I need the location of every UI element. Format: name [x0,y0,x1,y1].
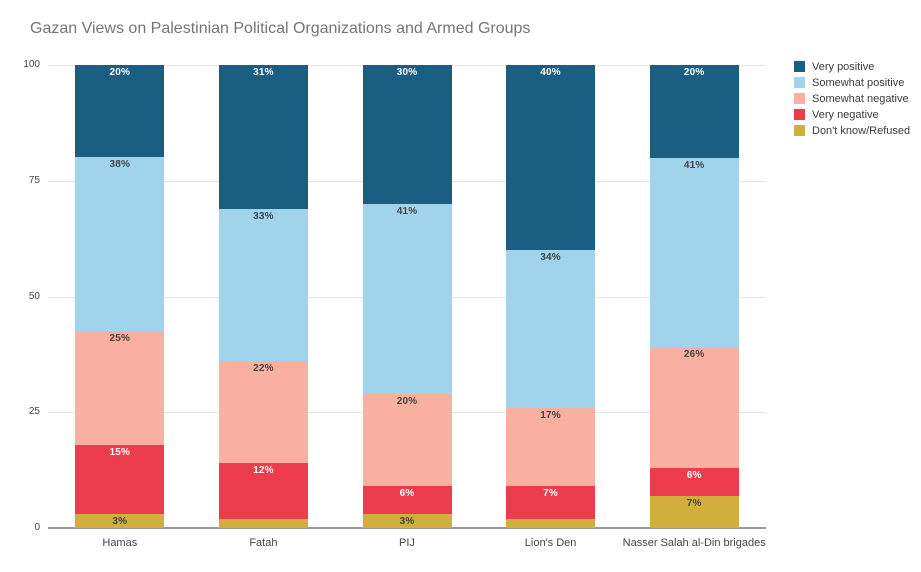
segment-data-label: 3% [112,516,128,528]
segment-data-label: 6% [686,469,702,481]
x-axis-category-label: Nasser Salah al-Din brigades [622,537,766,549]
y-tick-label: 25 [28,406,40,418]
bar-segment: 31% [218,65,308,209]
stacked-bar: 31% 33% 22% 12% [218,65,308,528]
legend-label: Somewhat positive [812,76,905,89]
bar-segment: 15% [75,445,165,515]
bar-segment: 6% [649,467,739,496]
legend-swatch [794,77,805,88]
y-tick-label: 0 [34,522,40,533]
x-axis-category-label: PIJ [399,537,415,549]
stacked-bar: 20% 38% 25% 15% 3% [75,65,165,528]
legend: Very positive Somewhat positive Somewhat n… [794,61,910,141]
bar-segment: 20% [362,393,452,487]
y-tick-label: 100 [23,59,40,70]
bar-segment: 41% [362,203,452,394]
bar-segment: 7% [506,486,596,519]
legend-item: Don't know/Refused [794,124,911,137]
segment-data-label: 41% [396,205,418,217]
legend-item: Somewhat negative [794,92,910,105]
chart-title: Gazan Views on Palestinian Political Org… [30,20,531,37]
segment-data-label: 34% [540,252,561,264]
segment-data-label: 22% [253,363,274,375]
bar-segment: 22% [218,361,308,464]
legend-label: Don't know/Refused [812,124,911,137]
bar-segment: 6% [362,486,452,515]
legend-swatch [794,125,805,136]
y-tick-label: 75 [28,174,40,186]
bar-segment: 3% [362,514,452,528]
bar-segment: 30% [362,65,452,204]
bar-segment: 26% [649,347,739,468]
legend-swatch [794,61,805,72]
x-axis-line [48,527,766,529]
bar-segment: 40% [506,65,596,251]
segment-data-label: 12% [253,465,274,477]
segment-data-label: 6% [399,488,415,500]
bar-segment: 25% [75,330,165,446]
x-axis-category-label: Lion's Den [524,537,577,549]
legend-label: Very positive [812,60,875,73]
stacked-bar: 40% 34% 17% 7% [506,65,596,528]
segment-data-label: 15% [109,447,131,459]
x-axis-category-label: Hamas [102,537,138,549]
segment-data-label: 33% [253,210,274,222]
legend-swatch [794,109,805,120]
bar-segment: 41% [649,157,739,348]
segment-data-label: 30% [396,67,418,78]
bar-segment [218,518,308,528]
stacked-bar: 20% 41% 26% 6% 7% [649,65,739,528]
legend-item: Very positive [794,60,910,73]
legend-item: Very negative [794,108,910,121]
segment-data-label: 3% [399,516,415,528]
legend-label: Very negative [812,108,879,121]
segment-data-label: 7% [686,497,702,509]
segment-data-label: 41% [683,159,705,171]
segment-data-label: 7% [543,488,559,500]
bar-segment: 12% [218,463,308,519]
x-axis-category-label: Fatah [249,537,278,549]
segment-data-label: 20% [396,395,418,407]
segment-data-label: 20% [109,67,131,78]
segment-data-label: 17% [540,409,561,421]
stacked-bar: 30% 41% 20% 6% 3% [362,65,452,528]
legend-label: Somewhat negative [812,92,909,105]
bar-segment [506,518,596,528]
bar-segment: 34% [506,250,596,408]
segment-data-label: 31% [253,67,274,78]
legend-swatch [794,93,805,104]
segment-data-label: 40% [540,67,561,78]
bar-segment: 20% [75,65,165,157]
legend-item: Somewhat positive [794,76,910,89]
y-tick-label: 50 [28,290,40,302]
plot-area: 20% 38% 25% 15% 3% 31% 33% 22% 12% 30% 41% 20% 6% 3% 4… [48,65,766,529]
segment-data-label: 20% [683,67,705,78]
segment-data-label: 26% [683,349,705,361]
bar-segment: 7% [649,495,739,528]
bar-segment: 38% [75,156,165,331]
bar-segment: 20% [649,65,739,158]
bar-segment: 3% [75,514,165,528]
segment-data-label: 38% [109,158,131,170]
bar-segment: 33% [218,208,308,362]
bar-segment: 17% [506,407,596,487]
segment-data-label: 25% [109,332,131,344]
